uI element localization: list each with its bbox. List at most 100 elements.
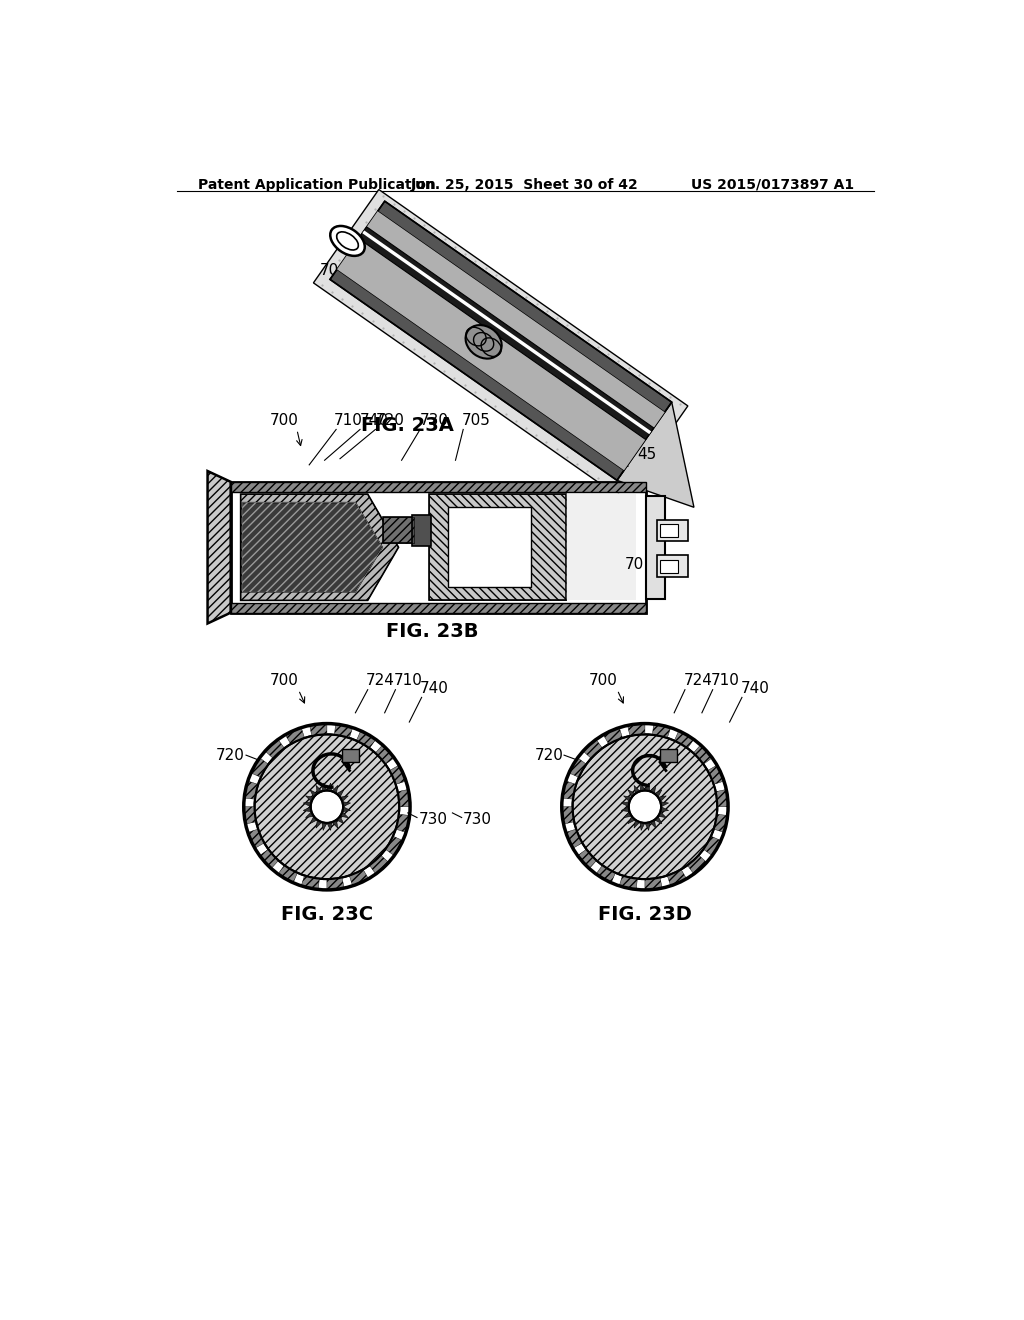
Polygon shape	[303, 807, 311, 812]
Polygon shape	[650, 785, 655, 793]
Polygon shape	[650, 820, 655, 828]
Polygon shape	[327, 822, 332, 830]
Polygon shape	[367, 211, 665, 428]
Wedge shape	[260, 849, 279, 869]
Bar	[383, 517, 414, 544]
Wedge shape	[562, 807, 574, 824]
Polygon shape	[624, 812, 632, 817]
Wedge shape	[708, 766, 724, 784]
Bar	[660, 750, 677, 762]
Wedge shape	[583, 739, 602, 758]
Polygon shape	[337, 789, 344, 797]
Polygon shape	[241, 494, 398, 601]
Polygon shape	[243, 503, 382, 591]
Wedge shape	[668, 870, 686, 886]
Polygon shape	[628, 789, 635, 797]
Wedge shape	[703, 836, 721, 855]
Wedge shape	[620, 875, 637, 890]
Wedge shape	[645, 878, 663, 890]
Text: Jun. 25, 2015  Sheet 30 of 42: Jun. 25, 2015 Sheet 30 of 42	[411, 178, 639, 191]
Text: 700: 700	[589, 673, 617, 688]
Text: 710: 710	[711, 673, 740, 688]
Polygon shape	[616, 403, 694, 507]
Polygon shape	[660, 807, 669, 812]
Polygon shape	[660, 801, 669, 807]
Polygon shape	[332, 820, 338, 828]
Polygon shape	[305, 812, 313, 817]
Text: 724: 724	[683, 673, 713, 688]
Bar	[230, 482, 646, 612]
Polygon shape	[658, 796, 667, 801]
Text: 730: 730	[463, 812, 493, 826]
Wedge shape	[716, 789, 728, 807]
Wedge shape	[562, 781, 577, 799]
Wedge shape	[578, 849, 597, 869]
Polygon shape	[332, 785, 338, 793]
Bar	[447, 507, 531, 587]
Wedge shape	[385, 836, 402, 855]
Polygon shape	[645, 822, 650, 830]
Polygon shape	[640, 822, 645, 830]
Wedge shape	[569, 758, 587, 777]
Wedge shape	[397, 789, 410, 807]
Polygon shape	[316, 820, 322, 828]
Wedge shape	[244, 781, 258, 799]
Text: FIG. 23A: FIG. 23A	[361, 416, 455, 436]
Polygon shape	[624, 796, 632, 801]
Circle shape	[255, 734, 399, 879]
Polygon shape	[658, 812, 667, 817]
Wedge shape	[335, 725, 352, 738]
Polygon shape	[322, 783, 327, 791]
Polygon shape	[342, 801, 350, 807]
Polygon shape	[310, 816, 317, 824]
Circle shape	[629, 791, 662, 822]
Text: 45: 45	[638, 447, 656, 462]
Bar	[646, 496, 665, 599]
Wedge shape	[370, 855, 389, 874]
Text: 740: 740	[360, 413, 389, 428]
Text: 700: 700	[480, 371, 510, 387]
Polygon shape	[362, 231, 651, 434]
Polygon shape	[622, 801, 630, 807]
Polygon shape	[645, 783, 650, 791]
Wedge shape	[356, 731, 376, 748]
Text: 705: 705	[462, 413, 490, 428]
Text: 730: 730	[420, 413, 450, 428]
Wedge shape	[349, 870, 369, 886]
Polygon shape	[654, 789, 662, 797]
Bar	[413, 515, 431, 545]
Text: 720: 720	[376, 413, 404, 428]
Text: 720: 720	[535, 747, 563, 763]
Ellipse shape	[337, 232, 358, 249]
Wedge shape	[327, 878, 344, 890]
Text: 710: 710	[394, 673, 423, 688]
Ellipse shape	[466, 325, 502, 359]
Bar	[383, 517, 414, 544]
Text: 700: 700	[270, 673, 299, 688]
Text: 710: 710	[334, 413, 362, 428]
Text: 700: 700	[270, 413, 299, 428]
Bar	[230, 482, 646, 492]
Wedge shape	[675, 731, 694, 748]
Bar	[659, 560, 678, 573]
Bar	[230, 603, 646, 612]
Wedge shape	[265, 739, 285, 758]
Text: Patent Application Publication: Patent Application Publication	[199, 178, 436, 191]
Wedge shape	[395, 814, 410, 833]
Text: 740: 740	[740, 681, 769, 696]
Circle shape	[572, 734, 717, 879]
Polygon shape	[634, 785, 640, 793]
Polygon shape	[313, 190, 688, 499]
Wedge shape	[389, 766, 406, 784]
Bar	[565, 494, 637, 601]
Polygon shape	[358, 227, 653, 440]
Text: 730: 730	[419, 812, 447, 826]
Polygon shape	[628, 816, 635, 824]
Text: FIG. 23D: FIG. 23D	[598, 906, 692, 924]
Polygon shape	[622, 807, 630, 812]
Wedge shape	[687, 855, 707, 874]
Circle shape	[310, 791, 343, 822]
Polygon shape	[340, 796, 348, 801]
Bar	[657, 554, 688, 577]
Bar	[230, 482, 646, 492]
